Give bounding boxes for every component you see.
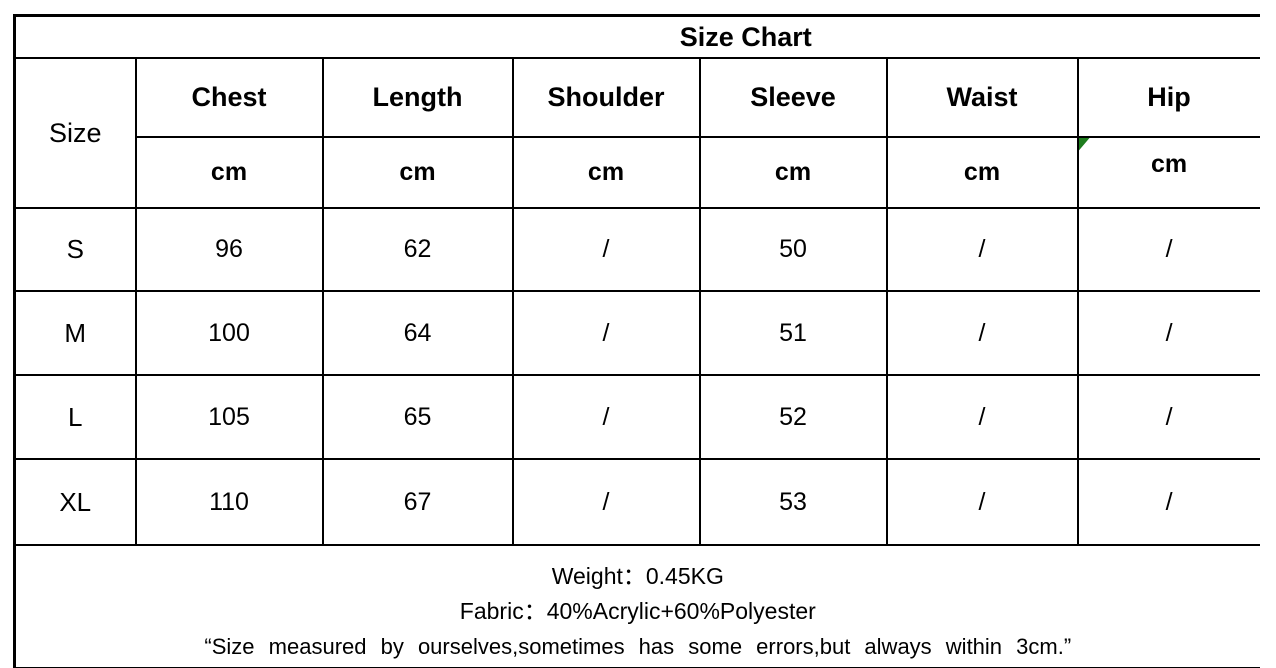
weight-note: Weight：0.45KG bbox=[551, 562, 724, 589]
table-row: S 96 62 / 50 / / bbox=[13, 207, 1260, 292]
value-cell: / bbox=[511, 290, 701, 376]
value-cell: 105 bbox=[134, 374, 324, 460]
fabric-note: Fabric：40%Acrylic+60%Polyester bbox=[459, 597, 816, 624]
col-header-hip: Hip bbox=[1076, 57, 1260, 138]
title-row: Size Chart bbox=[13, 14, 1260, 59]
table-row: XL 110 67 / 53 / / bbox=[13, 458, 1260, 546]
value-cell: 53 bbox=[698, 458, 888, 546]
col-header-sleeve: Sleeve bbox=[698, 57, 888, 138]
units-row: cm cm cm cm cm cm bbox=[15, 136, 1260, 209]
value-cell: / bbox=[1076, 458, 1260, 546]
size-disclaimer-note: “Size measured by ourselves,sometimes ha… bbox=[204, 633, 1072, 659]
value-cell: / bbox=[1076, 374, 1260, 460]
table-row: M 100 64 / 51 / / bbox=[13, 290, 1260, 376]
unit-cell-waist: cm bbox=[885, 136, 1079, 209]
value-cell: 100 bbox=[134, 290, 324, 376]
size-cell: XL bbox=[13, 458, 137, 546]
unit-cell-shoulder: cm bbox=[511, 136, 701, 209]
value-cell: / bbox=[1076, 207, 1260, 292]
value-cell: / bbox=[885, 374, 1079, 460]
footer-notes: Weight：0.45KG Fabric：40%Acrylic+60%Polye… bbox=[13, 544, 1260, 668]
value-cell: / bbox=[511, 458, 701, 546]
unit-cell-sleeve: cm bbox=[698, 136, 888, 209]
col-header-shoulder: Shoulder bbox=[511, 57, 701, 138]
col-header-length: Length bbox=[321, 57, 514, 138]
green-corner-marker-icon bbox=[1079, 139, 1090, 151]
value-cell: / bbox=[885, 458, 1079, 546]
unit-cell-length: cm bbox=[321, 136, 514, 209]
size-chart-table: Size Chart Size Chest Length Shoulder Sl… bbox=[13, 14, 1260, 668]
footer-row: Weight：0.45KG Fabric：40%Acrylic+60%Polye… bbox=[13, 544, 1260, 668]
value-cell: 65 bbox=[321, 374, 514, 460]
value-cell: 110 bbox=[134, 458, 324, 546]
col-header-chest: Chest bbox=[134, 57, 324, 138]
size-cell: M bbox=[13, 290, 137, 376]
value-cell: 64 bbox=[321, 290, 514, 376]
corner-label-size: Size bbox=[13, 57, 137, 209]
col-header-waist: Waist bbox=[885, 57, 1079, 138]
value-cell: 50 bbox=[698, 207, 888, 292]
value-cell: 52 bbox=[698, 374, 888, 460]
unit-cell-hip-text: cm bbox=[1150, 150, 1188, 178]
unit-cell-hip: cm bbox=[1076, 136, 1260, 209]
header-row: Size Chest Length Shoulder Sleeve Waist … bbox=[13, 57, 1260, 209]
size-cell: S bbox=[13, 207, 137, 292]
table-row: L 105 65 / 52 / / bbox=[13, 374, 1260, 460]
unit-cell-chest: cm bbox=[134, 136, 324, 209]
value-cell: / bbox=[511, 207, 701, 292]
size-cell: L bbox=[13, 374, 137, 460]
value-cell: 67 bbox=[321, 458, 514, 546]
value-cell: 51 bbox=[698, 290, 888, 376]
value-cell: / bbox=[1076, 290, 1260, 376]
value-cell: / bbox=[885, 290, 1079, 376]
value-cell: / bbox=[511, 374, 701, 460]
table-title: Size Chart bbox=[13, 14, 1260, 59]
value-cell: 62 bbox=[321, 207, 514, 292]
value-cell: 96 bbox=[134, 207, 324, 292]
value-cell: / bbox=[885, 207, 1079, 292]
